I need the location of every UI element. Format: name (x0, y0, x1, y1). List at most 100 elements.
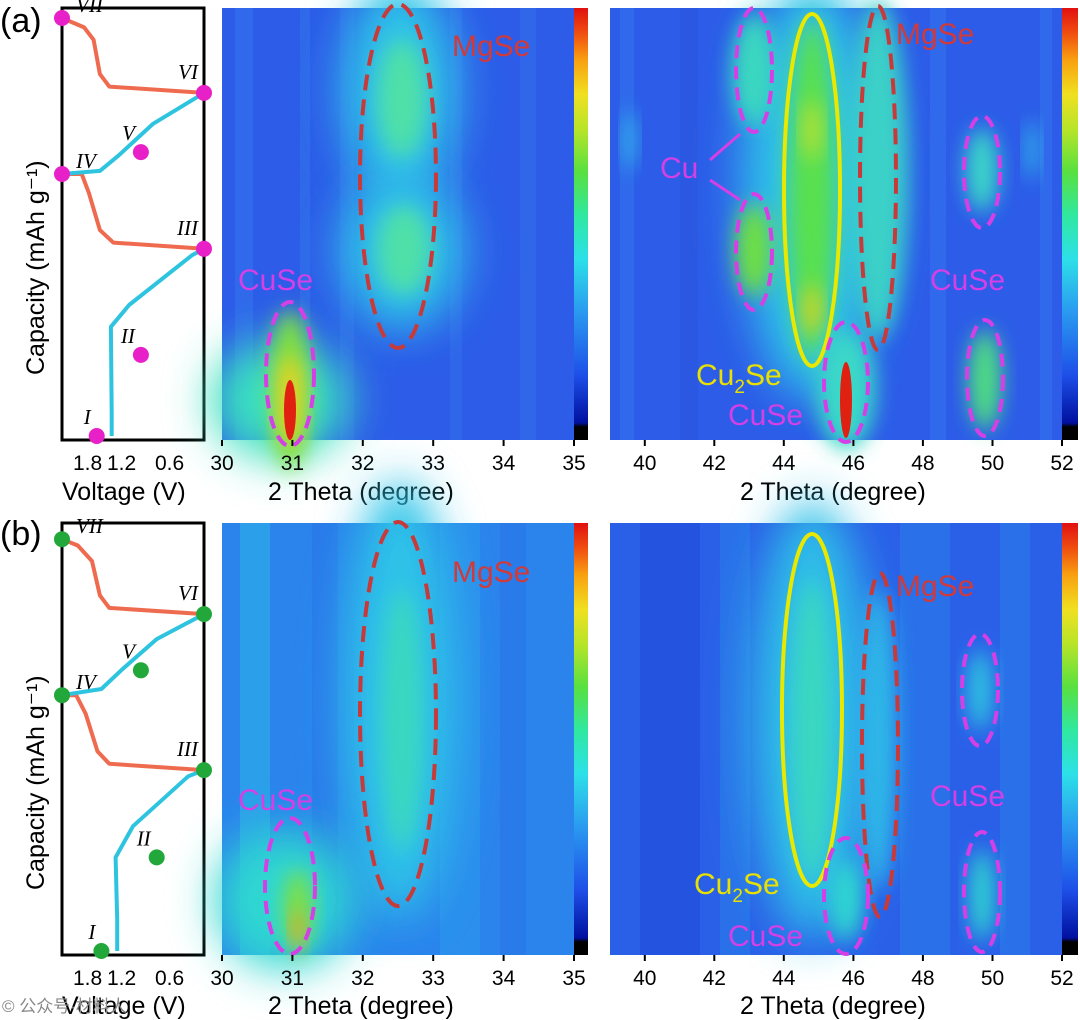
discharge-curve (61, 612, 205, 698)
stage-marker (132, 144, 149, 161)
annotation-mgse: MgSe (452, 556, 530, 589)
tick-label: 31 (281, 967, 304, 990)
annotation-cuse: CuSe (238, 264, 313, 297)
cu-outline-lower (734, 192, 774, 312)
stage-label: VI (178, 60, 199, 84)
peak-cuse-50-lower (970, 850, 994, 940)
annotation-cu2se: Cu2Se (696, 359, 782, 398)
tick-label: 52 (1050, 452, 1073, 475)
peak-mgse-lower-core (378, 206, 430, 294)
stage-label: I (87, 920, 96, 944)
voltage-ticks: 1.8 1.2 0.6 (73, 452, 184, 475)
stage-marker (196, 762, 212, 779)
stage-label: V (122, 639, 137, 663)
annotation-cu2se-sub: 2 (734, 377, 745, 398)
cu2se-outline (780, 532, 844, 888)
tick-label: 1.2 (107, 452, 136, 475)
cuse-outline-50-upper (960, 632, 1000, 748)
tick-label: 48 (911, 452, 934, 475)
peak-cu-lower (736, 204, 772, 296)
stage-marker (93, 943, 110, 959)
two-theta-axis-title: 2 Theta (degree) (740, 992, 926, 1020)
peak-minor-1 (624, 110, 636, 170)
tick-label: 40 (633, 967, 656, 990)
annotation-mgse: MgSe (896, 18, 974, 51)
stage-marker (54, 166, 70, 182)
tick-label: 30 (210, 452, 233, 475)
tick-label: 31 (281, 452, 304, 475)
annotation-cu2se: Cu2Se (694, 868, 780, 907)
tick-label: 34 (492, 967, 516, 990)
stage-label: V (122, 121, 137, 145)
discharge-curve (108, 247, 205, 436)
annotation-cu2se-tail: Se (743, 868, 780, 901)
peak-cu2se-core (788, 20, 836, 360)
tick-label: 30 (210, 967, 233, 990)
tick-label: 42 (703, 452, 726, 475)
cuse-outline-46 (822, 836, 870, 956)
annotation-cu2se-tail: Se (745, 359, 782, 392)
tick-label: 50 (981, 967, 1004, 990)
tick-label: 1.2 (107, 967, 136, 990)
peak-cuse-46 (830, 860, 862, 940)
stage-marker (196, 240, 212, 257)
stage-label: II (120, 324, 136, 348)
annotation-cu2se-main: Cu (694, 868, 732, 901)
cu-pointer-lines (709, 132, 741, 202)
panel-label: (b) (0, 515, 42, 553)
annotation-mgse: MgSe (896, 570, 974, 603)
annotation-mgse: MgSe (452, 30, 530, 63)
peak-cuse-50-lower (969, 330, 1001, 430)
cuse-outline-50-lower (962, 830, 1002, 954)
cuse-outline-50-upper (962, 114, 1002, 230)
peak-cu2se-hot-2 (804, 284, 820, 336)
cuse-outline (263, 816, 317, 956)
tick-label: 33 (422, 967, 445, 990)
contour-streaks (620, 8, 1052, 440)
annotation-cuse-46: CuSe (728, 399, 803, 432)
mgse-outline (358, 520, 438, 908)
annotation-cuse-46: CuSe (728, 920, 803, 953)
voltage-plot-frame (60, 6, 206, 442)
cuse-outline (264, 300, 316, 448)
stage-marker (196, 84, 212, 101)
peak-cu-upper (732, 14, 776, 126)
cu2se-outline (782, 12, 842, 368)
two-theta-ticks: 30 31 32 33 34 35 (210, 440, 586, 475)
stage-marker (54, 687, 70, 704)
tick-label: 48 (911, 967, 934, 990)
cuse-outline-50-lower (965, 318, 1005, 438)
contour-peaks (752, 500, 994, 940)
colorbar (1062, 8, 1078, 440)
peak-cu2se-core (792, 580, 832, 880)
tick-label: 46 (842, 452, 865, 475)
tick-label: 35 (562, 967, 585, 990)
peak-mgse-right (848, 0, 908, 340)
stage-marker (54, 10, 70, 26)
annotation-cuse: CuSe (930, 264, 1005, 297)
annotation-cu2se-sub: 2 (732, 886, 743, 907)
stage-label: III (176, 737, 199, 761)
tick-label: 1.8 (73, 967, 102, 990)
stage-marker (54, 531, 70, 548)
stage-label: III (176, 216, 199, 240)
peak-minor-2 (1026, 120, 1038, 180)
two-theta-axis-title: 2 Theta (degree) (740, 478, 926, 506)
xrd-contour-right: MgSe CuSe Cu2Se CuSe 40 42 44 46 48 50 52 2 Th… (610, 500, 1078, 1020)
annotation-cuse: CuSe (238, 784, 313, 817)
tick-label: 33 (422, 452, 445, 475)
tick-label: 35 (562, 452, 585, 475)
peak-mgse-right (860, 590, 896, 890)
charge-curve (61, 16, 205, 95)
stage-marker (148, 849, 165, 866)
peak-cuse-50-upper (966, 128, 998, 212)
annotation-cu2se-main: Cu (696, 359, 734, 392)
peak-cuse-red (284, 380, 296, 440)
stage-label: IV (75, 670, 98, 694)
mgse-outline (358, 2, 438, 350)
colorbar (574, 523, 588, 955)
